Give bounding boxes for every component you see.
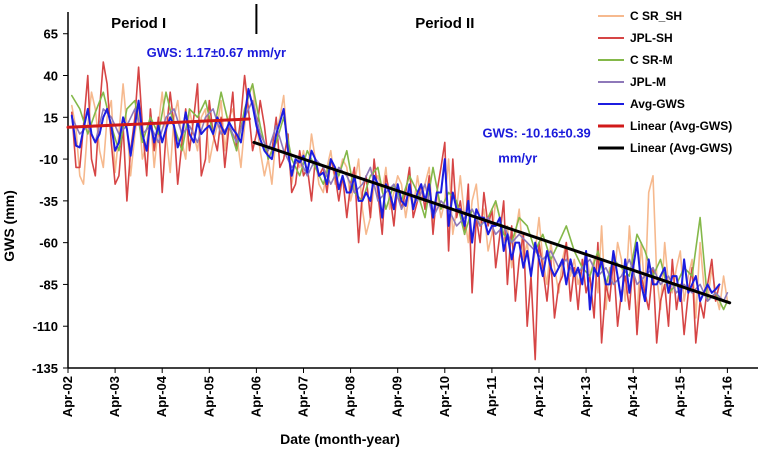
legend-entry: Linear (Avg-GWS)	[630, 119, 732, 133]
y-tick-label: -85	[39, 277, 58, 292]
y-tick-label: -60	[39, 236, 58, 251]
x-tick-label: Apr-08	[343, 376, 358, 417]
series-layer	[66, 61, 732, 361]
x-tick-label: Apr-16	[719, 376, 734, 417]
series-line-linear-avg-gws-ii	[252, 140, 732, 305]
y-tick-label: -35	[39, 194, 58, 209]
period-label: Period I	[111, 15, 166, 32]
x-tick-label: Apr-10	[437, 376, 452, 417]
trend-annotation: GWS: 1.17±0.67 mm/yr	[147, 45, 286, 60]
x-tick-label: Apr-05	[201, 376, 216, 417]
x-tick-label: Apr-06	[248, 376, 263, 417]
legend-entry: JPL-M	[630, 75, 666, 89]
x-tick-label: Apr-14	[625, 375, 640, 417]
series-line-linear-avg-gws-i	[66, 117, 251, 129]
trend-annotation: GWS: -10.16±0.39	[482, 125, 590, 140]
trend-annotation: mm/yr	[498, 150, 537, 165]
y-tick-label: -135	[32, 361, 58, 376]
x-tick-label: Apr-03	[107, 376, 122, 417]
x-tick-label: Apr-02	[60, 376, 75, 417]
legend: C SR_SH JPL-SH C SR-M JPL-M Avg-GWS Linear (A…	[598, 9, 732, 155]
x-tick-label: Apr-13	[578, 376, 593, 417]
y-tick-label: 15	[44, 110, 58, 125]
legend-entry: JPL-SH	[630, 31, 673, 45]
annotation-layer: GWS: 1.17±0.67 mm/yr GWS: -10.16±0.39 mm/y…	[147, 45, 591, 165]
x-tick-label: Apr-09	[390, 376, 405, 417]
x-tick-label: Apr-07	[295, 376, 310, 417]
series-line-avg-gws	[70, 87, 721, 311]
x-tick-label: Apr-15	[672, 376, 687, 417]
y-tick-label: 40	[44, 69, 58, 84]
y-axis-label: GWS (mm)	[1, 190, 17, 262]
y-tick-label: -10	[39, 152, 58, 167]
x-tick-label: Apr-04	[154, 375, 169, 417]
legend-entry: Linear (Avg-GWS)	[630, 141, 732, 155]
x-axis-label: Date (month-year)	[280, 431, 400, 447]
legend-entry: C SR-M	[630, 53, 673, 67]
x-tick-label: Apr-12	[531, 376, 546, 417]
legend-entry: C SR_SH	[630, 9, 682, 23]
y-tick-label: 65	[44, 27, 58, 42]
y-tick-label: -110	[33, 319, 58, 334]
period-label: Period II	[415, 15, 474, 32]
legend-entry: Avg-GWS	[630, 97, 685, 111]
x-tick-label: Apr-11	[484, 376, 499, 416]
